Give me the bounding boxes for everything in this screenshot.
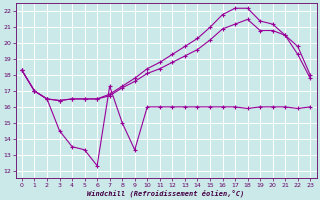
X-axis label: Windchill (Refroidissement éolien,°C): Windchill (Refroidissement éolien,°C) xyxy=(87,189,245,197)
